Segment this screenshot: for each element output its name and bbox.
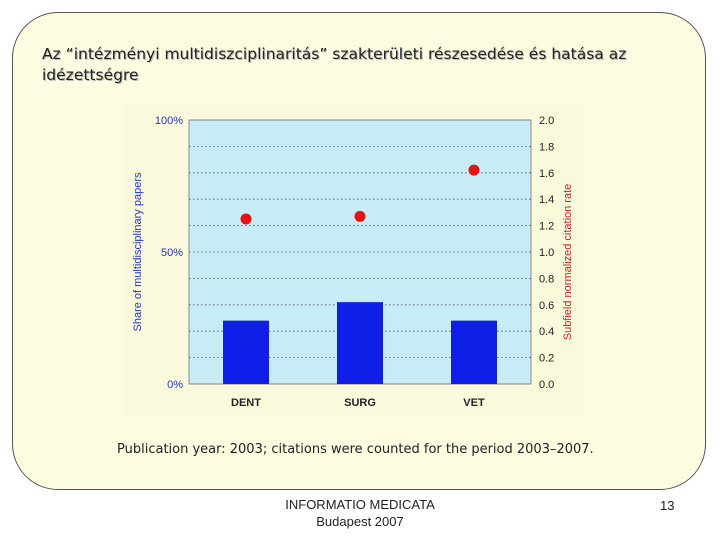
y-right-tick-label: 1.8	[539, 141, 554, 153]
y-right-tick-label: 1.2	[539, 221, 554, 233]
chart-panel: DENT SURG VET 0% 50% 100% 0.0 0.2 0.4 0.6 0.8 1.0 1.…	[123, 104, 584, 417]
y-left-tick-label: 100%	[155, 115, 183, 127]
point-surg	[354, 210, 366, 222]
slide-title: Az “intézményi multidiszciplinaritás” sz…	[42, 45, 627, 84]
x-tick-label: DENT	[231, 397, 261, 409]
y-right-tick-label: 0.6	[539, 300, 554, 312]
x-tick-label: SURG	[344, 397, 376, 409]
chart-caption: Publication year: 2003; citations were c…	[117, 442, 594, 457]
y-left-axis-label: Share of multidisciplinary papers	[132, 172, 144, 331]
y-right-tick-label: 1.0	[539, 247, 554, 259]
y-left-tick-label: 0%	[167, 379, 183, 391]
y-right-tick-label: 0.0	[539, 379, 554, 391]
y-right-tick-label: 0.4	[539, 326, 554, 338]
y-left-tick-label: 50%	[161, 247, 183, 259]
bar-surg	[337, 302, 383, 384]
y-right-tick-label: 2.0	[539, 115, 554, 127]
y-right-tick-label: 0.2	[539, 353, 554, 365]
bar-dent	[223, 320, 269, 384]
point-dent	[240, 213, 252, 225]
y-right-tick-label: 0.8	[539, 273, 554, 285]
footer-conference: INFORMATIO MEDICATA	[285, 497, 435, 512]
point-vet	[468, 164, 480, 176]
y-right-axis-label: Subfield normalized citation rate	[562, 184, 574, 341]
footer-location: Budapest 2007	[316, 514, 404, 529]
bar-vet	[451, 320, 497, 384]
chart-svg: DENT SURG VET 0% 50% 100% 0.0 0.2 0.4 0.6 0.8 1.0 1.…	[132, 115, 574, 409]
x-tick-label: VET	[463, 397, 485, 409]
y-right-tick-label: 1.6	[539, 168, 554, 180]
y-right-tick-label: 1.4	[539, 194, 554, 206]
page-number: 13	[660, 498, 675, 513]
footer: INFORMATIO MEDICATA Budapest 2007	[240, 496, 480, 530]
